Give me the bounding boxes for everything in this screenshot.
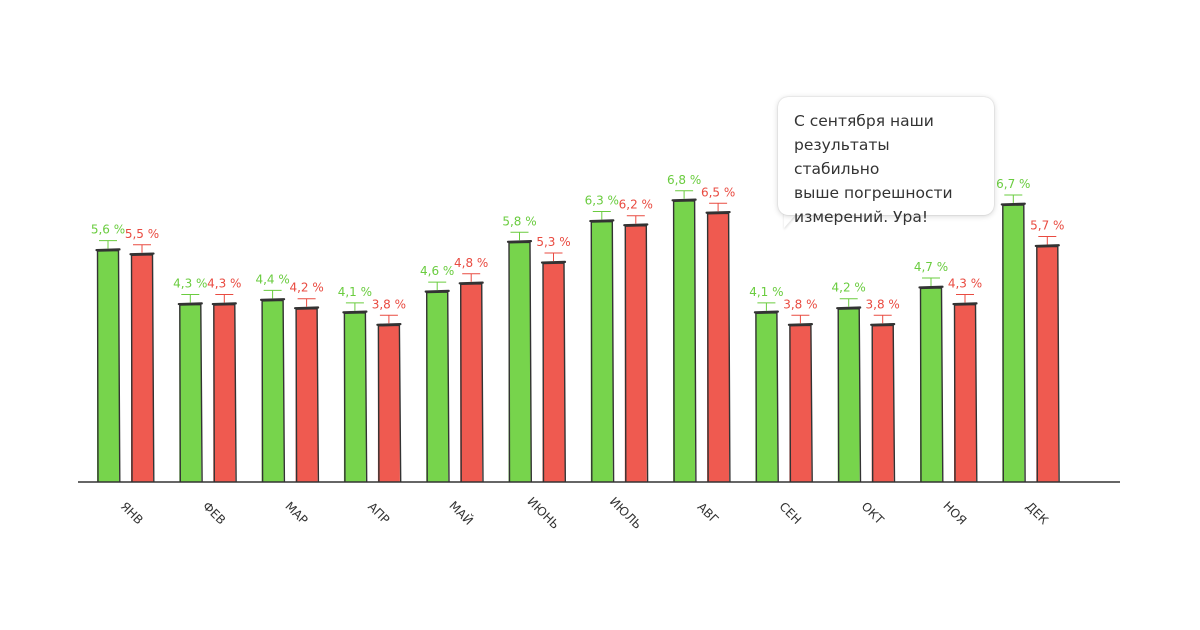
callout-line: С сентября наши <box>794 112 934 130</box>
bar-red <box>954 303 976 482</box>
callout-line: результаты стабильно <box>794 136 890 178</box>
bar-top-stroke <box>1034 244 1060 248</box>
x-tick-label: МАЙ <box>446 498 476 528</box>
bar-red <box>707 212 730 482</box>
bar-green <box>755 311 778 482</box>
data-label-green: 4,1 % <box>338 285 372 299</box>
bar-green <box>508 241 531 482</box>
x-tick-label: АВГ <box>695 500 722 527</box>
bar-top-stroke <box>671 198 697 202</box>
bar-green <box>261 299 284 482</box>
data-label-red: 4,8 % <box>454 256 488 270</box>
bar-red <box>1036 245 1059 482</box>
bar-green <box>837 307 860 482</box>
bar-top-stroke <box>1000 202 1026 206</box>
x-tick-label: ИЮЛЬ <box>607 494 645 532</box>
bar-red <box>871 324 894 482</box>
bar-green <box>590 220 613 483</box>
data-label-red: 6,5 % <box>701 185 735 199</box>
x-tick-label: СЕН <box>776 499 804 527</box>
bar-green <box>426 291 449 482</box>
data-label-red: 5,3 % <box>536 235 570 249</box>
data-label-green: 4,1 % <box>749 285 783 299</box>
bar-top-stroke <box>506 240 533 243</box>
data-label-green: 4,2 % <box>832 281 866 295</box>
data-label-red: 4,3 % <box>207 277 241 291</box>
data-label-green: 4,6 % <box>420 264 454 278</box>
x-tick-label: НОЯ <box>940 499 969 528</box>
data-label-red: 5,7 % <box>1030 218 1064 232</box>
x-tick-label: ЯНВ <box>118 499 146 527</box>
bar-red <box>213 303 236 482</box>
data-label-green: 6,3 % <box>585 194 619 208</box>
x-tick-label: ФЕВ <box>200 499 228 527</box>
data-label-green: 5,8 % <box>502 214 536 228</box>
bar-red <box>789 324 812 482</box>
data-label-green: 4,3 % <box>173 277 207 291</box>
bar-green <box>97 249 119 482</box>
callout-line: выше погрешности <box>794 184 953 202</box>
data-label-green: 4,4 % <box>255 272 289 286</box>
data-label-green: 4,7 % <box>914 260 948 274</box>
bar-top-stroke <box>787 323 813 326</box>
bar-top-stroke <box>95 248 121 252</box>
bar-top-stroke <box>870 323 896 326</box>
bar-top-stroke <box>753 310 779 314</box>
bar-top-stroke <box>918 285 944 289</box>
data-label-red: 3,8 % <box>866 297 900 311</box>
bar-top-stroke <box>836 306 862 310</box>
bar-top-stroke <box>424 289 450 293</box>
callout-bubble: С сентября наши результаты стабильно выш… <box>778 97 994 226</box>
bar-top-stroke <box>705 210 731 214</box>
data-label-green: 6,8 % <box>667 173 701 187</box>
bar-top-stroke <box>952 302 978 306</box>
bar-top-stroke <box>623 223 649 227</box>
bar-top-stroke <box>540 260 567 264</box>
callout-line: измерений. Ура! <box>794 208 929 226</box>
data-label-green: 6,7 % <box>996 177 1030 191</box>
bar-green <box>920 286 942 482</box>
data-label-red: 4,3 % <box>948 277 982 291</box>
bar-green <box>673 199 696 483</box>
bar-red <box>542 262 565 482</box>
bar-red <box>377 324 400 482</box>
data-label-red: 6,2 % <box>619 198 653 212</box>
data-label-red: 3,8 % <box>783 297 817 311</box>
data-label-green: 5,6 % <box>91 223 125 237</box>
bar-top-stroke <box>294 306 320 310</box>
bar-top-stroke <box>260 298 286 301</box>
bar-red <box>460 282 483 482</box>
bar-red <box>131 253 153 482</box>
x-tick-label: ДЕК <box>1023 499 1051 527</box>
bar-green <box>343 311 366 482</box>
bar-red <box>295 307 318 482</box>
bar-top-stroke <box>211 302 237 306</box>
bar-green <box>179 303 202 482</box>
bar-top-stroke <box>129 252 155 256</box>
data-label-red: 3,8 % <box>372 297 406 311</box>
data-label-red: 4,2 % <box>289 281 323 295</box>
bar-green <box>1002 203 1025 482</box>
data-label-red: 5,5 % <box>125 227 159 241</box>
x-tick-label: АПР <box>365 500 392 527</box>
bar-top-stroke <box>177 302 203 306</box>
bar-top-stroke <box>376 323 402 326</box>
x-tick-label: ИЮНЬ <box>525 494 563 532</box>
callout-tail <box>784 212 798 228</box>
bar-red <box>624 224 647 482</box>
bar-top-stroke <box>589 219 615 223</box>
x-tick-label: ОКТ <box>859 499 887 527</box>
bar-top-stroke <box>458 281 484 285</box>
x-tick-label: МАР <box>282 499 310 527</box>
bar-top-stroke <box>342 310 368 314</box>
